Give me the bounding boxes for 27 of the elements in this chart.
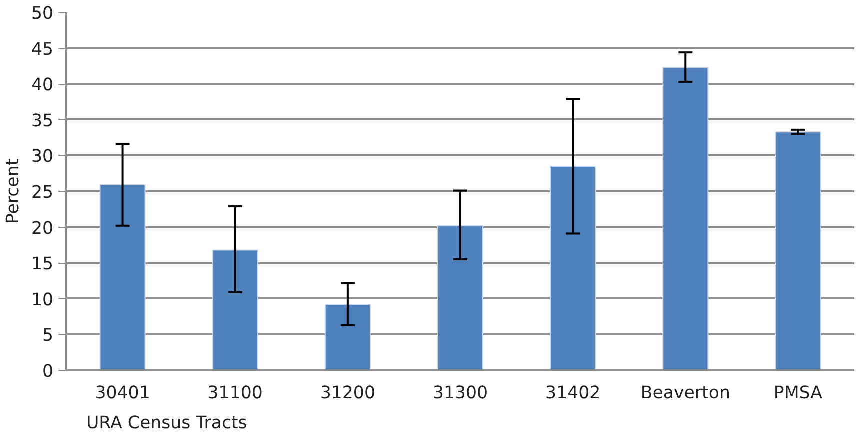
y-tick-label: 50: [31, 4, 54, 24]
x-axis-title: URA Census Tracts: [86, 414, 248, 434]
x-tick-label: 31300: [432, 384, 488, 404]
x-tick-label: Beaverton: [640, 384, 730, 404]
bar: [324, 304, 371, 370]
bar: [662, 67, 709, 370]
bar: [775, 132, 822, 370]
bar: [100, 184, 146, 370]
x-tick-label: PMSA: [774, 384, 823, 404]
y-tick-label: 0: [42, 362, 54, 382]
bar: [550, 166, 596, 370]
y-axis-title: Percent: [3, 158, 24, 224]
bar: [212, 250, 258, 370]
y-tick-label: 35: [31, 111, 54, 132]
x-tick-label: 31200: [320, 384, 376, 404]
y-tick-label: 15: [31, 254, 54, 275]
y-tick-label: 25: [31, 183, 54, 203]
x-tick-label: 31100: [208, 384, 263, 404]
y-tick-label: 45: [31, 40, 54, 60]
y-tick-label: 5: [42, 326, 54, 346]
y-tick-label: 30: [31, 147, 54, 168]
x-tick-label: 30401: [95, 384, 150, 404]
x-tick-label: 31402: [546, 384, 601, 404]
bar: [437, 225, 484, 370]
y-tick-label: 40: [31, 76, 54, 96]
y-tick-label: 10: [31, 290, 54, 310]
y-tick-label: 20: [31, 218, 54, 239]
